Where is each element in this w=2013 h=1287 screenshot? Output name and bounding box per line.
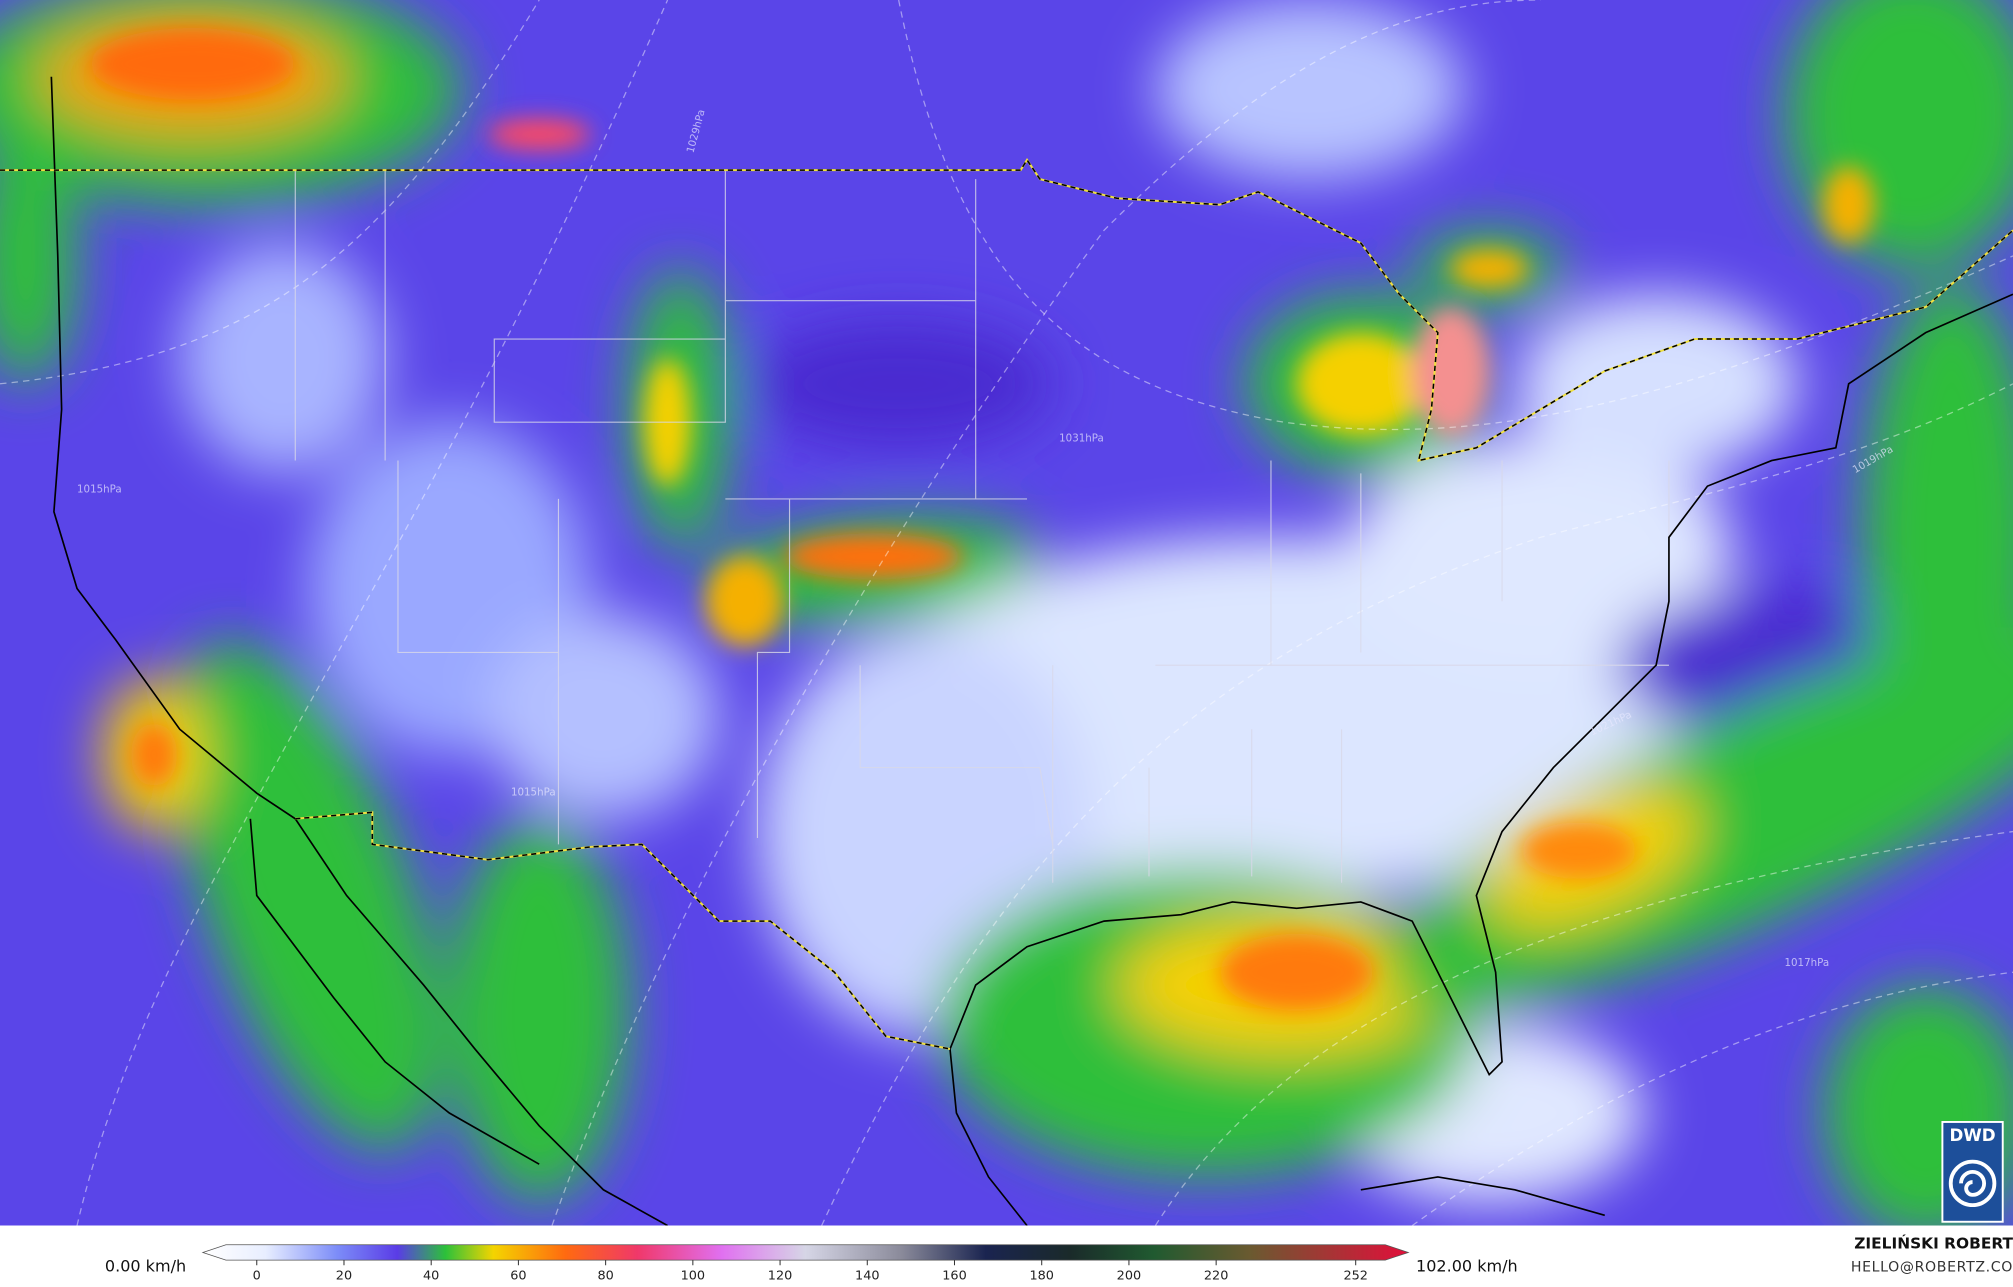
colorbar-max-label: 102.00 km/h — [1416, 1257, 1518, 1276]
colorbar-tick-label: 220 — [1204, 1268, 1228, 1283]
colorbar-tick-label: 140 — [855, 1268, 879, 1283]
colorbar-tick-label: 252 — [1343, 1268, 1367, 1283]
colorbar-ticks: 0 20 40 60 80 100 120 140 160 180 200 220 252 — [253, 1260, 1368, 1283]
colorbar-tick-label: 160 — [942, 1268, 966, 1283]
colorbar-tick-label: 80 — [597, 1268, 613, 1283]
isobar-label: 1015hPa — [77, 484, 122, 496]
isobar-label: 1015hPa — [511, 787, 556, 799]
author: ZIELIŃSKI ROBERT — [1854, 1234, 2013, 1253]
contact: HELLO@ROBERTZ.CO — [1851, 1260, 2013, 1276]
colorbar-tick-label: 0 — [253, 1268, 261, 1283]
colorbar-min-label: 0.00 km/h — [105, 1257, 186, 1276]
logo-text: DWD — [1950, 1126, 1996, 1145]
colorbar — [201, 1244, 1410, 1261]
colorbar-tick-label: 60 — [510, 1268, 526, 1283]
isobar-label: 1031hPa — [1059, 432, 1104, 444]
wind-map: 1029hPa 1015hPa 1031hPa 1019hPa 1021hPa … — [0, 0, 2013, 1226]
colorbar-tick-label: 180 — [1029, 1268, 1053, 1283]
colorbar-tick-label: 100 — [681, 1268, 705, 1283]
colorbar-tick-label: 40 — [423, 1268, 439, 1283]
colorbar-tick-label: 120 — [768, 1268, 792, 1283]
colorbar-tick-label: 20 — [336, 1268, 352, 1283]
colorbar-tick-label: 200 — [1117, 1268, 1141, 1283]
dwd-logo: DWD — [1941, 1121, 2004, 1223]
isobar-label: 1017hPa — [1784, 957, 1829, 969]
